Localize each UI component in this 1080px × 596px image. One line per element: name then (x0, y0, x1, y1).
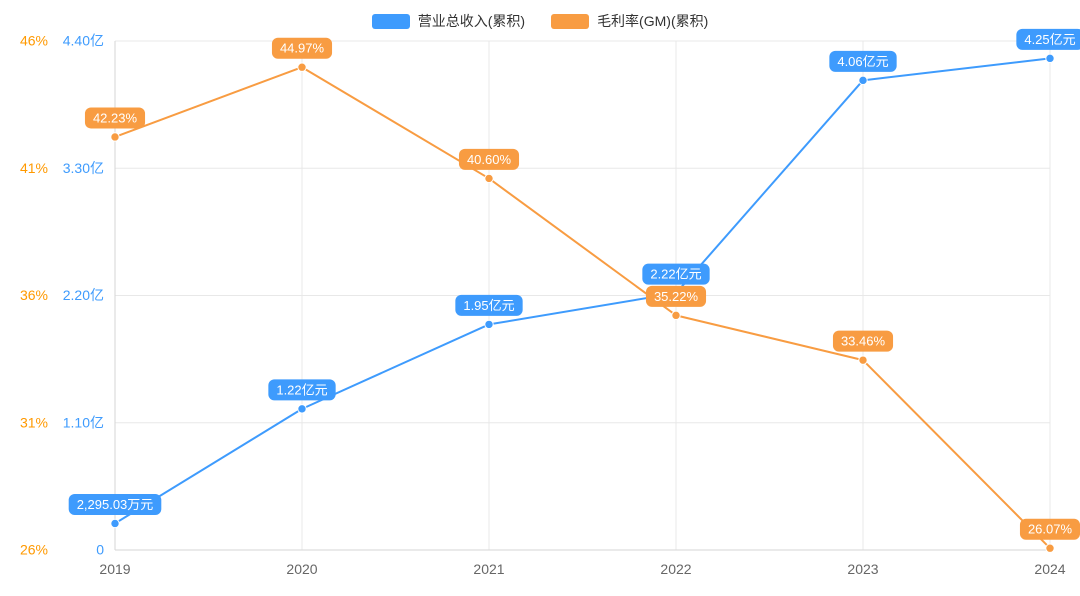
percent-axis-tick: 26% (20, 542, 48, 558)
data-point[interactable] (1045, 543, 1055, 553)
percent-axis-tick: 46% (20, 33, 48, 49)
amount-axis-tick: 0 (96, 542, 104, 558)
amount-axis-tick: 4.40亿 (63, 33, 104, 49)
data-point[interactable] (858, 75, 868, 86)
point-value-label: 33.46% (841, 334, 886, 349)
x-axis-tick: 2021 (473, 561, 504, 577)
point-value-label: 1.22亿元 (276, 382, 327, 397)
legend-label-gross-margin: 毛利率(GM)(累积) (597, 13, 709, 29)
point-value-label: 42.23% (93, 110, 138, 125)
data-point[interactable] (297, 404, 307, 414)
point-value-badge (68, 493, 162, 515)
x-axis-tick: 2024 (1034, 561, 1065, 577)
x-axis-tick: 2020 (286, 561, 317, 577)
point-value-label: 44.97% (280, 41, 325, 56)
data-point[interactable] (858, 355, 868, 365)
data-point[interactable] (110, 132, 120, 142)
legend-swatch-gross-margin-icon (551, 13, 590, 29)
data-point[interactable] (484, 173, 494, 184)
x-axis-tick: 2023 (847, 561, 878, 577)
point-value-label: 2,295.03万元 (77, 497, 154, 512)
data-point[interactable] (110, 518, 120, 529)
point-value-badge (645, 285, 707, 307)
point-value-badge (1019, 518, 1080, 540)
point-value-label: 4.06亿元 (837, 54, 888, 69)
data-point[interactable] (484, 319, 494, 330)
point-value-label: 2.22亿元 (650, 267, 701, 282)
data-point[interactable] (1045, 53, 1055, 64)
percent-axis-tick: 36% (20, 287, 48, 303)
x-axis-tick: 2019 (99, 561, 130, 577)
data-point[interactable] (671, 310, 681, 321)
point-value-badge (642, 263, 710, 285)
point-value-badge (268, 379, 336, 401)
chart-legend: 营业总收入(累积) 毛利率(GM)(累积) (0, 10, 1080, 32)
point-value-label: 35.22% (654, 289, 699, 304)
point-value-label: 1.95亿元 (463, 298, 514, 313)
legend-item-revenue[interactable]: 营业总收入(累积) (371, 11, 526, 31)
point-value-label: 4.25亿元 (1024, 32, 1075, 47)
x-axis-tick: 2022 (660, 561, 691, 577)
point-value-badge (455, 294, 523, 316)
point-value-label: 26.07% (1028, 522, 1073, 537)
amount-axis-tick: 3.30亿 (63, 160, 104, 176)
legend-item-gross-margin[interactable]: 毛利率(GM)(累积) (551, 11, 708, 31)
amount-axis-tick: 2.20亿 (63, 287, 104, 303)
point-value-badge (832, 330, 894, 352)
point-value-badge (271, 37, 333, 59)
data-point[interactable] (297, 62, 307, 72)
series-line-1 (114, 66, 1051, 549)
percent-axis-tick: 31% (20, 414, 48, 430)
point-value-badge (829, 50, 897, 72)
series-line-0 (114, 57, 1051, 525)
legend-label-revenue: 营业总收入(累积) (417, 13, 526, 29)
percent-axis-tick: 41% (20, 160, 48, 176)
point-value-badge (1016, 28, 1080, 50)
point-value-label: 40.60% (467, 152, 512, 167)
point-value-badge (458, 148, 520, 170)
legend-swatch-revenue-icon (371, 13, 410, 29)
amount-axis-tick: 1.10亿 (63, 414, 104, 430)
point-value-badge (84, 107, 146, 129)
